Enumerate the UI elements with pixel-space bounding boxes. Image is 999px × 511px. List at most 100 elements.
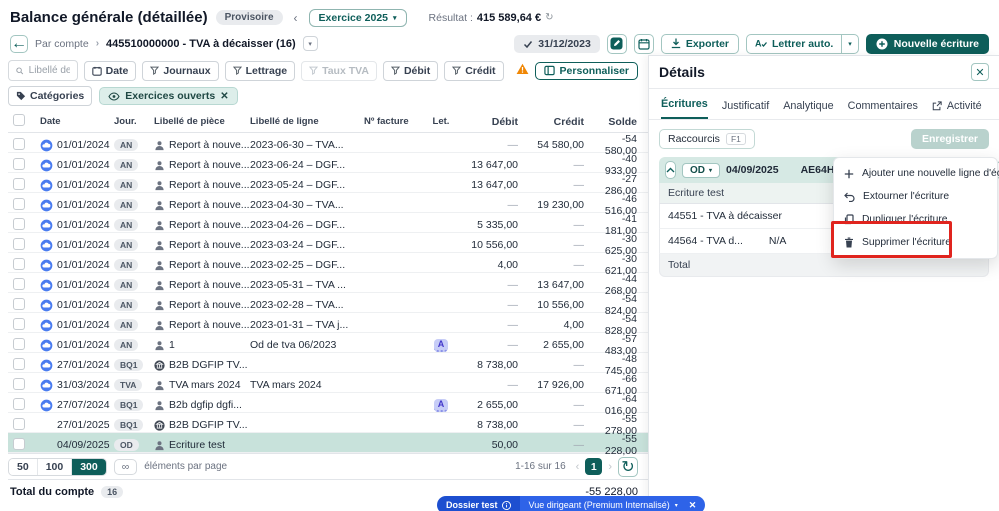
column-debit[interactable]: Débit [491, 115, 518, 128]
banner-view-selector[interactable]: Vue dirigeant (Premium Internalisé) ▾ ✕ [519, 496, 706, 511]
filter-lettrage-button[interactable]: Lettrage [224, 60, 296, 81]
tab-justificatif[interactable]: Justificatif [721, 100, 770, 112]
menu-delete-entry[interactable]: Supprimer l'écriture [834, 231, 997, 254]
auto-lettering-main[interactable]: A Lettrer auto. [755, 37, 834, 50]
table-row[interactable]: 01/01/2024 AN Report à nouve... 2023-04-… [8, 213, 648, 237]
column-credit[interactable]: Crédit [553, 115, 584, 128]
table-row[interactable]: 01/01/2024 AN Report à nouve... 2023-05-… [8, 173, 648, 197]
next-page-button[interactable]: › [608, 460, 612, 473]
cell-credit: 13 647,00 [537, 279, 584, 291]
row-checkbox[interactable] [13, 377, 25, 390]
back-button[interactable]: ← [10, 34, 28, 53]
shortcuts-button[interactable]: Raccourcis F1 [659, 129, 755, 149]
tab-commentaires[interactable]: Commentaires [847, 100, 918, 112]
row-checkbox[interactable] [13, 437, 25, 450]
table-row[interactable]: 27/01/2024 BQ1 B2B DGFIP TV... 8 738,00 … [8, 353, 648, 377]
search-input[interactable] [28, 65, 70, 76]
table-row[interactable]: 01/01/2024 AN Report à nouve... 2023-01-… [8, 313, 648, 337]
table-row[interactable]: 27/01/2025 BQ1 B2B DGFIP TV... 8 738,00 … [8, 413, 648, 437]
select-all-checkbox[interactable] [13, 114, 25, 126]
table-row[interactable]: 01/01/2024 AN Report à nouve... 2023-03-… [8, 233, 648, 257]
export-button[interactable]: Exporter [660, 33, 740, 54]
close-details-button[interactable]: ✕ [971, 63, 989, 81]
page-size-infinite[interactable]: ∞ [113, 458, 138, 475]
remove-filter-icon[interactable]: ✕ [220, 90, 229, 102]
account-dropdown-button[interactable]: ▾ [302, 36, 318, 51]
menu-duplicate-entry[interactable]: Dupliquer l'écriture [834, 208, 997, 231]
banner-dossier[interactable]: Dossier test [437, 496, 520, 511]
table-row[interactable]: 01/01/2024 AN Report à nouve... 2023-02-… [8, 293, 648, 317]
column-jour[interactable]: Jour. [114, 116, 137, 127]
refresh-result-icon[interactable]: ↻ [545, 12, 554, 23]
row-checkbox[interactable] [13, 177, 25, 190]
filter-journaux-button[interactable]: Journaux [142, 60, 219, 81]
column-solde[interactable]: Solde [608, 115, 637, 128]
open-exercises-filter-chip[interactable]: Exercices ouverts ✕ [99, 87, 238, 105]
table-row[interactable]: 01/01/2024 AN Report à nouve... 2023-06-… [8, 153, 648, 177]
filter-debit-button[interactable]: Débit [382, 60, 439, 81]
row-checkbox[interactable] [13, 237, 25, 250]
row-checkbox[interactable] [13, 257, 25, 270]
current-page-button[interactable]: 1 [585, 458, 603, 475]
tab-activite[interactable]: Activité [932, 100, 982, 119]
calendar-button[interactable] [633, 33, 654, 54]
lettering-badge[interactable]: A [433, 399, 449, 412]
auto-lettering-caret[interactable]: ▾ [841, 34, 858, 53]
row-checkbox[interactable] [13, 317, 25, 330]
previous-exercise-button[interactable]: ‹ [293, 10, 298, 25]
row-checkbox[interactable] [13, 197, 25, 210]
closing-date-badge[interactable]: 31/12/2023 [514, 34, 600, 53]
page-size-50[interactable]: 50 [9, 458, 38, 475]
table-row[interactable]: 01/01/2024 AN Report à nouve... 2023-04-… [8, 193, 648, 217]
column-facture[interactable]: Nº facture [364, 116, 409, 127]
bank-icon [154, 419, 165, 431]
column-let[interactable]: Let. [432, 116, 450, 127]
menu-reverse-entry[interactable]: Extourner l'écriture [834, 185, 997, 208]
collapse-entry-button[interactable] [665, 161, 676, 179]
column-piece[interactable]: Libellé de pièce [154, 116, 225, 127]
result-display: Résultat : 415 589,64 € ↻ [428, 11, 554, 24]
row-checkbox[interactable] [13, 277, 25, 290]
entry-date[interactable]: 04/09/2025 [726, 164, 779, 176]
journal-select[interactable]: OD ▾ [682, 162, 721, 178]
table-row[interactable]: 01/01/2024 AN 1 Od de tva 06/2023 A — 2 … [8, 333, 648, 357]
filter-credit-button[interactable]: Crédit [444, 60, 504, 81]
row-checkbox[interactable] [13, 337, 25, 350]
page-size-300[interactable]: 300 [72, 458, 106, 475]
menu-add-line[interactable]: Ajouter une nouvelle ligne d'écriture [834, 162, 999, 185]
table-row[interactable]: 01/01/2024 AN Report à nouve... 2023-05-… [8, 273, 648, 297]
row-checkbox[interactable] [13, 137, 25, 150]
edit-button[interactable] [606, 33, 627, 54]
lettering-badge[interactable]: A [433, 339, 449, 352]
toolbar: ← Par compte › 445510000000 - TVA à déca… [0, 30, 999, 55]
cell-piece: Report à nouve... [154, 159, 250, 171]
save-button[interactable]: Enregistrer [910, 129, 989, 149]
new-entry-button[interactable]: Nouvelle écriture [865, 33, 989, 54]
table-row[interactable]: 31/03/2024 TVA TVA mars 2024 TVA mars 20… [8, 373, 648, 397]
column-ligne[interactable]: Libellé de ligne [250, 116, 319, 127]
tab-ecritures[interactable]: Écritures [661, 98, 708, 119]
breadcrumb-root[interactable]: Par compte [35, 37, 89, 50]
tab-analytique[interactable]: Analytique [783, 100, 834, 112]
row-checkbox[interactable] [13, 217, 25, 230]
row-checkbox[interactable] [13, 397, 25, 410]
table-row[interactable]: 01/01/2024 AN Report à nouve... 2023-02-… [8, 253, 648, 277]
table-row[interactable]: 04/09/2025 OD Ecriture test 50,00 — -55 … [8, 433, 648, 457]
row-checkbox[interactable] [13, 297, 25, 310]
personalize-button[interactable]: Personnaliser [534, 61, 638, 80]
banner-close-icon[interactable]: ✕ [688, 499, 697, 510]
refresh-button[interactable]: ↻ [618, 456, 638, 477]
categories-button[interactable]: Catégories [8, 86, 93, 106]
row-checkbox[interactable] [13, 157, 25, 170]
cloud-sync-icon [40, 139, 53, 152]
filter-date-button[interactable]: Date [83, 60, 137, 81]
row-checkbox[interactable] [13, 417, 25, 430]
exercise-selector[interactable]: Exercice 2025 ▾ [308, 8, 407, 27]
table-row[interactable]: 27/07/2024 BQ1 B2b dgfip dgfi... A 2 655… [8, 393, 648, 417]
row-checkbox[interactable] [13, 357, 25, 370]
column-date[interactable]: Date [40, 116, 61, 127]
check-icon [524, 40, 533, 48]
previous-page-button[interactable]: ‹ [575, 460, 580, 473]
table-row[interactable]: 01/01/2024 AN Report à nouve... 2023-06-… [8, 133, 648, 157]
page-size-100[interactable]: 100 [37, 458, 73, 475]
